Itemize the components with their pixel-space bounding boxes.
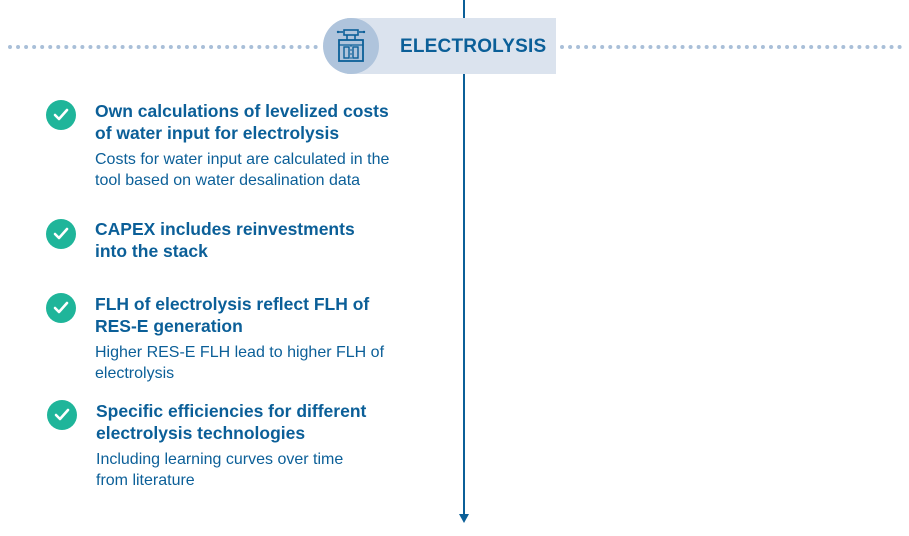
- timeline-arrow-head: [459, 514, 469, 523]
- check-icon: [46, 293, 76, 323]
- item-description: Including learning curves over time from…: [96, 451, 344, 489]
- dotted-divider-left: [8, 45, 318, 49]
- section-header: [347, 18, 556, 74]
- electrolyzer-icon: [323, 18, 379, 74]
- check-icon: [46, 100, 76, 130]
- item-title: CAPEX includes reinvestments into the st…: [95, 219, 355, 261]
- item-description: Higher RES-E FLH lead to higher FLH of e…: [95, 344, 385, 382]
- item-title: Own calculations of levelized costs of w…: [95, 101, 389, 143]
- item-title: Specific efficiencies for different elec…: [96, 401, 367, 443]
- dotted-divider-right: [560, 45, 902, 49]
- item-description: Costs for water input are calculated in …: [95, 151, 390, 189]
- check-icon: [46, 219, 76, 249]
- timeline-axis: [463, 0, 465, 516]
- section-title: ELECTROLYSIS: [400, 36, 547, 57]
- check-icon: [47, 400, 77, 430]
- item-title: FLH of electrolysis reflect FLH of RES-E…: [95, 294, 370, 336]
